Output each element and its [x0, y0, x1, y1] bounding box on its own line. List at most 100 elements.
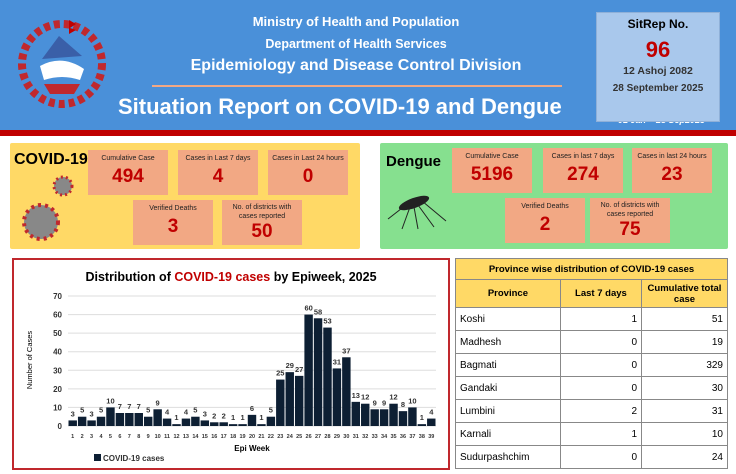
- stat-value: 494: [112, 166, 144, 187]
- sitrep-number: 96: [645, 37, 671, 62]
- bar: [172, 424, 181, 426]
- stat-value: 0: [302, 166, 314, 187]
- header-divider: [0, 130, 736, 136]
- x-tick-label: 21: [258, 434, 264, 440]
- x-tick-label: 17: [221, 434, 227, 440]
- nepali-date: 12 Ashoj 2082: [623, 65, 693, 77]
- data-label: 29: [286, 361, 294, 370]
- x-tick-label: 4: [99, 434, 103, 440]
- bar: [266, 416, 276, 426]
- data-label: 10: [106, 396, 114, 405]
- bar: [398, 411, 408, 426]
- chart-title-part: by Epiweek, 2025: [270, 270, 377, 284]
- table-row: Lumbini 2 31: [455, 399, 728, 423]
- x-tick-label: 2: [81, 434, 84, 440]
- x-tick-label: 5: [109, 434, 112, 440]
- x-tick-label: 34: [381, 434, 388, 440]
- dengue-stat-box: Cases in last 7 days 274: [543, 148, 623, 193]
- covid-epiweek-chart: Distribution of COVID-19 cases by Epiwee…: [12, 258, 450, 470]
- bar: [77, 416, 87, 426]
- y-tick-label: 30: [53, 366, 62, 375]
- last7-cell: 0: [559, 376, 643, 400]
- bar: [191, 416, 200, 426]
- table-row: Sudurpashchim 0 24: [455, 445, 728, 469]
- report-date: 28 September 2025: [612, 83, 704, 94]
- stat-label: Cumulative Case: [101, 155, 155, 162]
- x-tick-label: 26: [306, 434, 312, 440]
- data-label: 58: [314, 307, 322, 316]
- data-label: 25: [276, 369, 284, 378]
- ministry-name: Ministry of Health and Population: [252, 14, 460, 29]
- x-tick-label: 3: [90, 434, 93, 440]
- bar: [342, 357, 351, 426]
- stat-label: No. of districts with cases reported: [600, 202, 660, 218]
- province-table: Province wise distribution of COVID-19 c…: [455, 258, 728, 469]
- bar: [389, 403, 398, 426]
- x-tick-label: 9: [147, 434, 150, 440]
- x-tick-label: 11: [164, 434, 170, 440]
- sitrep-label: SitRep No.: [627, 17, 689, 31]
- province-cell: Karnali: [455, 422, 561, 446]
- stat-value: 75: [619, 219, 641, 240]
- table-row: Bagmati 0 329: [455, 353, 728, 377]
- stat-label: No. of districts with cases reported: [232, 204, 292, 220]
- x-tick-label: 23: [277, 434, 283, 440]
- bar: [115, 413, 125, 426]
- x-tick-label: 33: [372, 434, 378, 440]
- data-label: 6: [250, 404, 254, 413]
- virus-icon: [52, 175, 74, 197]
- province-cell: Koshi: [455, 307, 561, 331]
- last7-cell: 2: [559, 399, 643, 423]
- table-row: Gandaki 0 30: [455, 376, 728, 400]
- stat-value: 23: [661, 164, 683, 185]
- table-row: Karnali 1 10: [455, 422, 728, 446]
- covid-stat-box: Cumulative Case 494: [88, 150, 168, 195]
- bar: [247, 414, 257, 426]
- data-label: 1: [259, 413, 263, 422]
- cumulative-cell: 19: [641, 330, 728, 354]
- bar: [106, 407, 115, 426]
- data-label: 12: [361, 393, 369, 402]
- chart-title: Distribution of COVID-19 cases by Epiwee…: [14, 270, 448, 284]
- last7-cell: 1: [559, 422, 643, 446]
- bar: [219, 422, 228, 426]
- data-label: 12: [389, 393, 397, 402]
- division-name: Epidemiology and Disease Control Divisio…: [190, 57, 522, 74]
- sitrep-box: SitRep No. 96 12 Ashoj 2082 28 September…: [596, 12, 720, 122]
- bar: [323, 327, 332, 426]
- chart-title-highlight: COVID-19 cases: [174, 270, 271, 284]
- covid-stat-box: No. of districts with cases reported 50: [222, 200, 302, 245]
- covid-stat-box: Verified Deaths 3: [133, 200, 213, 245]
- bar: [408, 407, 417, 426]
- cumulative-cell: 51: [641, 307, 728, 331]
- chart-svg: 0102030405060703152335410576777859910411…: [25, 292, 436, 463]
- x-tick-label: 8: [137, 434, 140, 440]
- data-label: 37: [342, 346, 350, 355]
- x-tick-label: 37: [409, 434, 415, 440]
- province-cell: Gandaki: [455, 376, 561, 400]
- x-tick-label: 6: [118, 434, 121, 440]
- stat-value: 5196: [470, 164, 514, 185]
- col-header: Cumulative total case: [641, 279, 728, 308]
- x-tick-label: 1: [71, 434, 74, 440]
- dengue-stat-box: Cumulative Case 5196: [452, 148, 532, 193]
- report-title: Situation Report on COVID-19 and Dengue: [118, 94, 562, 119]
- x-axis-label: Epi Week: [234, 444, 270, 453]
- x-tick-label: 36: [400, 434, 406, 440]
- y-tick-label: 60: [53, 311, 62, 320]
- bar: [143, 416, 153, 426]
- bar: [68, 420, 77, 426]
- table-row: Koshi 1 51: [455, 307, 728, 331]
- stat-label: Cases in Last 24 hours: [272, 155, 344, 162]
- bar: [87, 420, 96, 426]
- data-label: 1: [174, 413, 178, 422]
- x-tick-label: 7: [128, 434, 131, 440]
- data-label: 5: [80, 406, 84, 415]
- data-label: 3: [71, 409, 75, 418]
- bar: [125, 413, 134, 426]
- x-tick-label: 14: [192, 434, 199, 440]
- x-tick-label: 35: [390, 434, 396, 440]
- data-label: 5: [99, 406, 103, 415]
- last7-cell: 0: [559, 330, 643, 354]
- col-header: Last 7 days: [559, 279, 643, 308]
